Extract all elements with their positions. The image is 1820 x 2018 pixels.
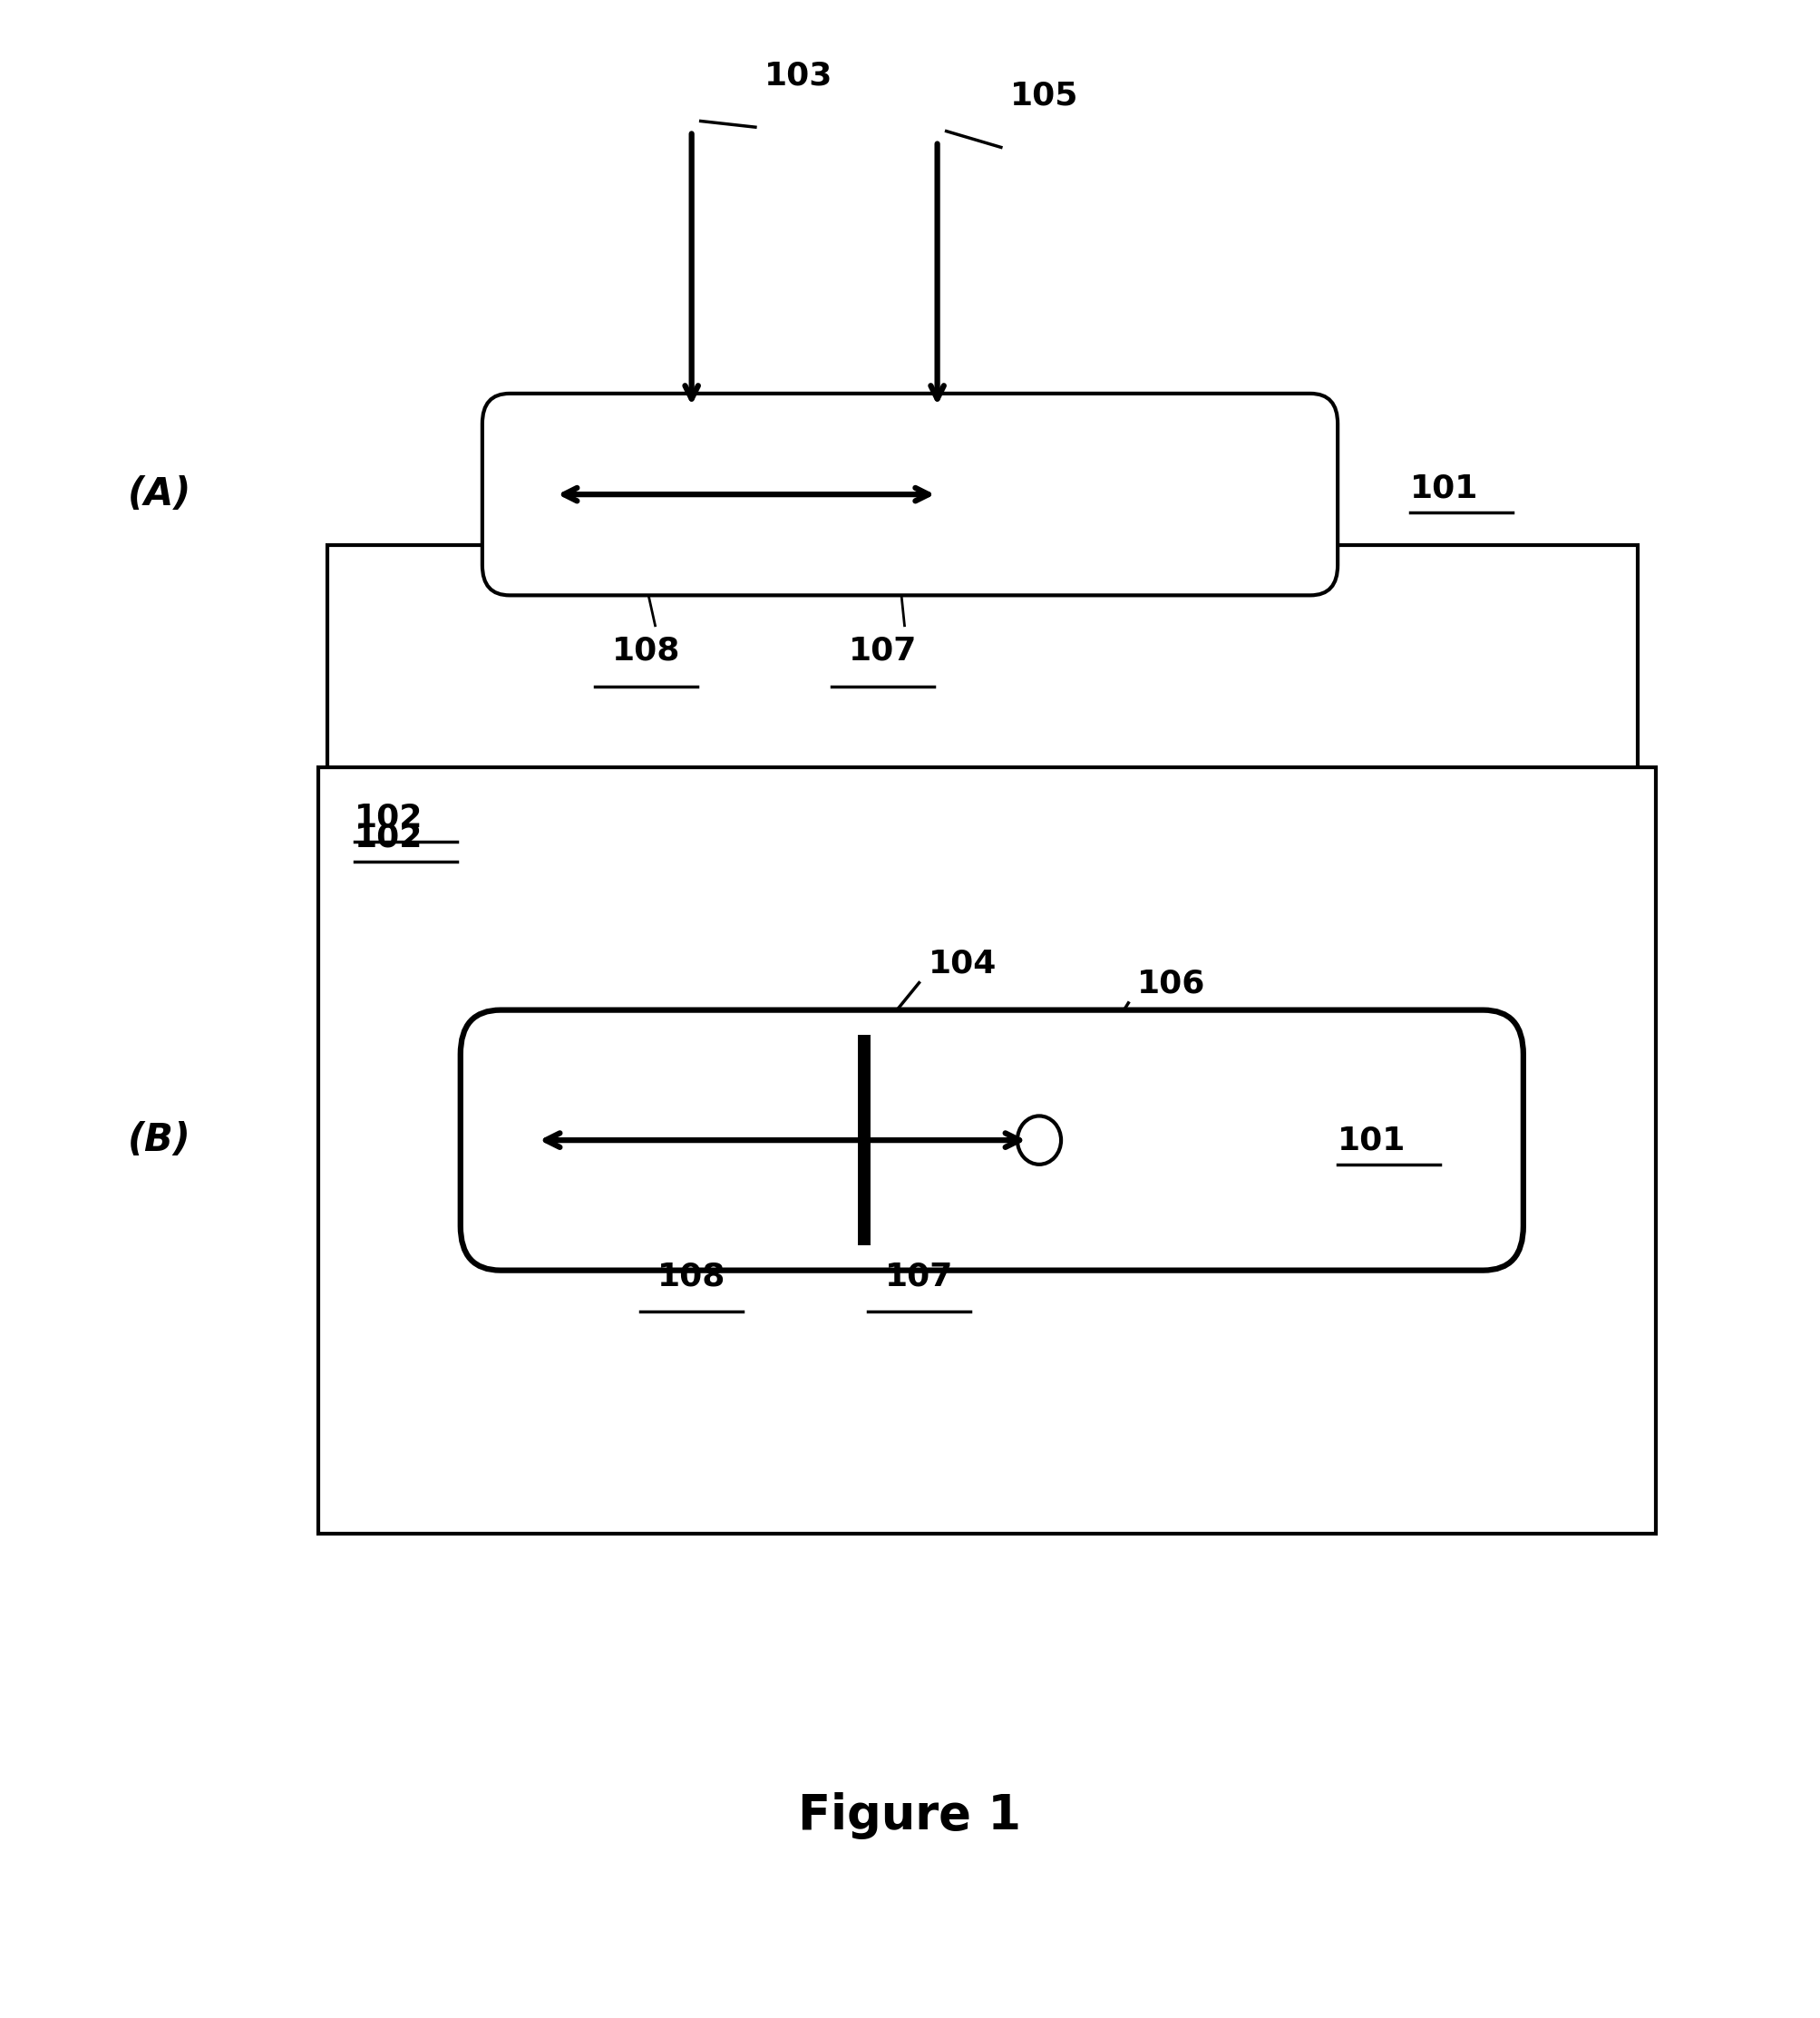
Text: 107: 107 [885, 1261, 954, 1292]
FancyBboxPatch shape [318, 767, 1656, 1534]
Text: Figure 1: Figure 1 [799, 1792, 1021, 1840]
Text: 101: 101 [1338, 1124, 1407, 1156]
Text: 102: 102 [355, 801, 424, 833]
Text: (A): (A) [127, 476, 191, 513]
FancyBboxPatch shape [460, 1009, 1523, 1271]
Text: 108: 108 [657, 1261, 726, 1292]
Text: 104: 104 [928, 948, 997, 979]
Text: 103: 103 [764, 61, 834, 91]
FancyBboxPatch shape [328, 545, 1638, 908]
Text: 106: 106 [1138, 969, 1207, 999]
Text: 102: 102 [355, 821, 424, 854]
Text: 101: 101 [1410, 472, 1480, 504]
Text: (B): (B) [127, 1122, 191, 1158]
Text: 108: 108 [612, 636, 681, 666]
Text: 107: 107 [848, 636, 917, 666]
FancyBboxPatch shape [482, 394, 1338, 595]
Text: 105: 105 [1010, 81, 1079, 111]
